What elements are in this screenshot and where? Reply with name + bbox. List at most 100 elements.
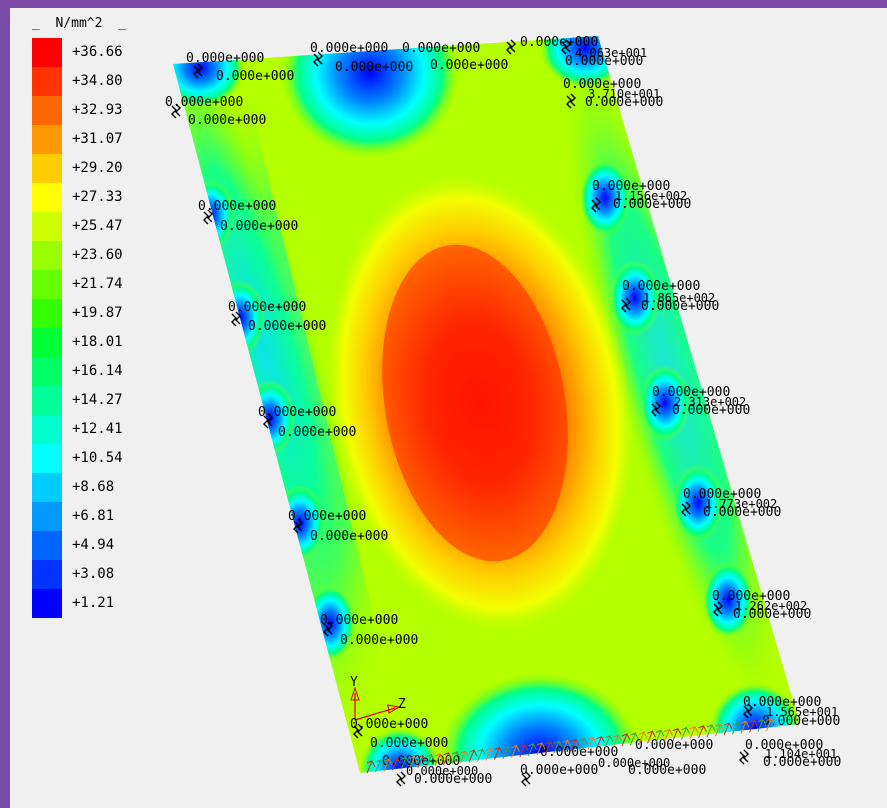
support-marker <box>193 63 203 79</box>
node-label: 0.000e+000 <box>628 763 706 778</box>
legend-swatch <box>32 270 62 299</box>
load-arrow <box>689 725 699 739</box>
node-label: 2.313e+002 <box>674 395 746 409</box>
node-label: 0.000e+000 <box>216 69 294 84</box>
support-marker <box>743 703 753 719</box>
load-arrow <box>366 759 376 774</box>
node-label: 1.773e+002 <box>705 497 777 511</box>
node-label: 0.000e+000 <box>745 738 823 753</box>
node-label: 1.104e+001 <box>765 747 837 761</box>
support-marker <box>203 209 213 225</box>
load-arrow <box>460 749 469 764</box>
support-marker <box>566 93 576 109</box>
legend-value: +10.54 <box>72 450 123 466</box>
legend-swatch <box>32 560 62 589</box>
legend-value: +32.93 <box>72 102 123 118</box>
stress-contour-plot[interactable]: Y Z 0.000e+000 0.000e+000 0.000e+000 0.0… <box>10 8 887 808</box>
legend-swatch <box>32 183 62 212</box>
node-label: 0.000e+000 <box>762 714 840 729</box>
load-arrow <box>740 720 750 734</box>
node-label: 1.565e+001 <box>766 705 838 719</box>
load-arrow <box>511 744 520 758</box>
node-label: 3.710e+001 <box>588 87 660 101</box>
node-label: 0.000e+000 <box>288 509 366 524</box>
load-arrow <box>477 748 486 762</box>
legend-value: +23.60 <box>72 247 123 263</box>
node-label: 0.000e+000 <box>763 755 841 770</box>
support-marker <box>293 518 303 534</box>
legend-swatch <box>32 444 62 473</box>
node-label: 0.000e+000 <box>652 385 730 400</box>
legend-value: +34.80 <box>72 73 123 89</box>
support-marker <box>561 39 571 55</box>
load-arrow <box>706 723 716 738</box>
load-arrow <box>502 745 512 759</box>
node-label: 0.000e+000 <box>733 607 811 622</box>
z-axis-label: Z <box>398 697 406 712</box>
node-label: 0.000e+000 <box>320 613 398 628</box>
load-arrow <box>664 728 673 742</box>
legend-swatch <box>32 473 62 502</box>
legend-value: +18.01 <box>72 334 123 350</box>
node-label: 0.000e+000 <box>565 54 643 69</box>
load-arrow <box>434 752 444 766</box>
support-marker <box>353 723 363 739</box>
node-label: 0.000e+000 <box>165 95 243 110</box>
legend-value: +14.27 <box>72 392 123 408</box>
node-label: 4.063e+001 <box>575 46 647 60</box>
node-label: 0.000e+000 <box>592 179 670 194</box>
node-label: 0.000e+000 <box>622 279 700 294</box>
node-label: 0.000e+000 <box>278 425 356 440</box>
node-label: 0.000e+000 <box>641 299 719 314</box>
load-arrow <box>400 756 410 770</box>
legend-swatch <box>32 386 62 415</box>
support-marker <box>591 197 601 213</box>
boundary-condition-markers <box>171 39 753 787</box>
load-arrow <box>426 753 435 767</box>
node-label: 0.000e+000 <box>683 487 761 502</box>
load-arrow <box>672 727 682 741</box>
load-arrow <box>604 734 614 748</box>
support-marker <box>681 501 691 517</box>
load-arrow <box>579 737 588 751</box>
legend-swatch <box>32 154 62 183</box>
node-value-labels: 0.000e+000 0.000e+000 0.000e+000 0.000e+… <box>165 35 841 787</box>
node-label: 0.000e+000 <box>540 745 618 760</box>
legend-value: +16.14 <box>72 363 123 379</box>
node-label: 0.000e+000 <box>220 219 298 234</box>
legend-unit-label: _ N/mm^2 _ <box>32 16 126 31</box>
load-arrow <box>638 730 648 745</box>
legend-value: +6.81 <box>72 508 115 524</box>
legend-swatch <box>32 299 62 328</box>
support-marker <box>521 771 531 787</box>
fem-viewport[interactable]: _ N/mm^2 _ +36.66 +34.80 +32.93 +31.07 +29.2… <box>10 8 887 808</box>
load-arrow <box>562 739 571 753</box>
axis-triad: Y Z <box>350 675 406 721</box>
load-arrow <box>647 730 656 744</box>
node-label: 0.000e+000 <box>672 403 750 418</box>
load-arrow <box>749 719 758 733</box>
legend-swatch <box>32 531 62 560</box>
support-marker <box>263 413 273 429</box>
node-label: 0.000e+000 <box>520 35 598 50</box>
load-arrow <box>698 724 707 739</box>
legend-swatch <box>32 38 62 67</box>
node-label: 0.000e+000 <box>188 113 266 128</box>
load-arrow <box>630 731 639 746</box>
legend-swatch <box>32 125 62 154</box>
node-label: 0.000e+000 <box>335 60 413 75</box>
legend-value: +29.20 <box>72 160 123 176</box>
y-axis-label: Y <box>350 675 358 690</box>
load-arrow <box>613 733 622 748</box>
load-arrow <box>732 721 741 735</box>
plate-contour <box>173 36 800 773</box>
support-marker <box>506 39 516 55</box>
load-arrow <box>485 747 495 761</box>
load-arrow <box>596 735 605 749</box>
legend-swatch <box>32 415 62 444</box>
support-marker <box>231 311 241 327</box>
node-label: 0.000e+000 <box>613 197 691 212</box>
node-label: 0.000e+000 <box>340 633 418 648</box>
load-arrow <box>375 758 384 773</box>
load-arrow <box>528 742 537 757</box>
